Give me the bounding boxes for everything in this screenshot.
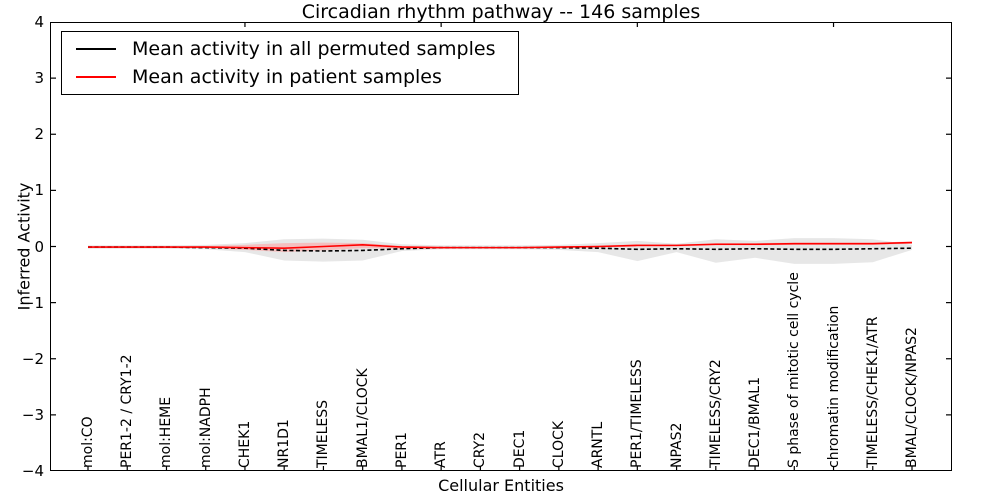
red-line-swatch-icon <box>76 75 116 78</box>
y-tick-label: 2 <box>34 125 44 144</box>
x-entity-label: DEC1 <box>511 429 528 468</box>
y-tick-label: −1 <box>21 293 44 312</box>
y-tick-label: −2 <box>21 349 44 368</box>
x-entity-label: mol:NADPH <box>197 387 214 468</box>
x-entity-label: mol:HEME <box>158 396 175 468</box>
y-tick-label: −3 <box>21 405 44 424</box>
x-entity-label: TIMELESS/CHEK1/ATR <box>864 316 881 468</box>
y-tick-label: 1 <box>34 181 44 200</box>
legend: Mean activity in all permuted samples Me… <box>61 31 519 95</box>
legend-label: Mean activity in patient samples <box>132 65 442 88</box>
chart-title: Circadian rhythm pathway -- 146 samples <box>301 1 701 23</box>
x-entity-label: TIMELESS <box>315 399 332 468</box>
x-entity-label: CLOCK <box>550 420 567 468</box>
legend-label: Mean activity in all permuted samples <box>132 38 496 61</box>
x-entity-label: CHEK1 <box>236 420 253 468</box>
x-axis-title: Cellular Entities <box>438 476 564 495</box>
y-tick-label: 0 <box>34 237 44 256</box>
x-entity-label: ARNTL <box>590 421 607 468</box>
legend-entry-permuted: Mean activity in all permuted samples <box>62 37 518 61</box>
legend-entry-patient: Mean activity in patient samples <box>62 65 518 89</box>
x-entity-label: NPAS2 <box>668 422 685 468</box>
y-tick-label: 3 <box>34 69 44 88</box>
chart-canvas <box>50 22 952 471</box>
x-entity-label: chromatin modification <box>825 305 842 468</box>
x-entity-label: TIMELESS/CRY2 <box>707 359 724 468</box>
x-entity-label: BMAL1/CLOCK <box>354 368 371 468</box>
permuted-activity-range-band <box>88 238 912 264</box>
black-line-swatch-icon <box>76 48 116 51</box>
x-entity-label: ATR <box>433 441 450 468</box>
x-entity-label: DEC1/BMAL1 <box>747 377 764 468</box>
x-entity-label: PER1 <box>393 432 410 468</box>
y-tick-label: −4 <box>21 462 44 480</box>
series-line <box>88 241 913 249</box>
x-entity-label: mol:CO <box>80 416 96 468</box>
x-entity-label: PER1/TIMELESS <box>629 359 646 468</box>
y-tick-label: 4 <box>34 13 44 31</box>
x-entity-label: BMAL/CLOCK/NPAS2 <box>904 327 920 468</box>
x-entity-label: S phase of mitotic cell cycle <box>786 272 803 468</box>
x-entity-label: CRY2 <box>472 431 489 468</box>
x-entity-label: NR1D1 <box>276 419 293 468</box>
x-entity-label: PER1-2 / CRY1-2 <box>119 354 136 468</box>
